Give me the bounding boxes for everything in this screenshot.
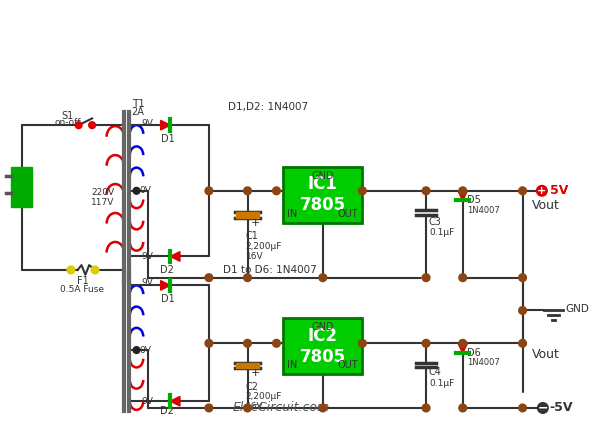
Text: C3: C3 [429,217,442,227]
Text: T1: T1 [132,99,145,109]
Circle shape [422,187,430,195]
Text: 220V: 220V [91,188,114,197]
Circle shape [273,187,280,195]
Circle shape [244,274,251,282]
Text: F1: F1 [77,276,88,285]
Polygon shape [171,396,180,406]
Circle shape [67,266,75,274]
Polygon shape [171,252,180,261]
Text: D6: D6 [467,348,480,358]
Text: 9V: 9V [142,397,153,406]
Circle shape [519,307,526,314]
Text: 1N4007: 1N4007 [467,206,499,215]
Text: +: + [250,368,260,378]
Circle shape [519,404,526,412]
Text: C4: C4 [429,367,442,377]
Text: D1,D2: 1N4007: D1,D2: 1N4007 [228,102,309,112]
Text: C2: C2 [245,382,258,392]
Text: IC1
7805: IC1 7805 [300,175,346,214]
Circle shape [244,340,251,347]
Text: −: − [537,401,548,414]
Text: 16V: 16V [245,402,263,411]
Text: +: + [250,218,260,227]
Circle shape [205,187,213,195]
Circle shape [319,404,327,412]
Text: 0.1μF: 0.1μF [429,379,454,389]
Circle shape [519,274,526,282]
Circle shape [244,404,251,412]
Text: on-off: on-off [55,118,81,127]
Text: 0V: 0V [139,345,151,354]
Text: 1N4007: 1N4007 [467,358,499,367]
Text: 9V: 9V [142,278,153,287]
Text: 2A: 2A [132,106,145,117]
Circle shape [88,122,96,129]
Bar [236,363,259,368]
Text: -5V: -5V [550,401,573,414]
Text: +: + [537,186,546,196]
Text: ElecCircuit.com: ElecCircuit.com [232,401,330,414]
Circle shape [205,404,213,412]
Text: Vout: Vout [532,199,560,212]
Circle shape [359,187,366,195]
Circle shape [359,340,366,347]
Circle shape [133,187,140,194]
Circle shape [91,266,99,274]
Bar [236,212,259,218]
Text: D2: D2 [160,406,174,416]
Circle shape [244,187,251,195]
Text: S1: S1 [62,110,74,121]
FancyBboxPatch shape [283,167,362,223]
Circle shape [519,340,526,347]
Text: 2,200μF: 2,200μF [245,242,282,251]
Text: IC2
7805: IC2 7805 [300,327,346,366]
Text: GND: GND [312,322,334,332]
Text: D1 to D6: 1N4007: D1 to D6: 1N4007 [224,265,317,275]
Text: D2: D2 [160,265,174,275]
Text: GND: GND [565,304,589,314]
Text: 0V: 0V [139,186,151,195]
Text: D1: D1 [160,134,174,144]
Circle shape [459,404,467,412]
Text: D1: D1 [160,294,174,304]
Polygon shape [160,120,171,130]
Circle shape [519,187,526,195]
Circle shape [459,274,467,282]
Circle shape [459,340,467,347]
Text: Vout: Vout [532,348,560,361]
Circle shape [319,274,327,282]
Text: 9V: 9V [142,119,153,128]
Circle shape [205,274,213,282]
FancyBboxPatch shape [283,318,362,374]
Polygon shape [458,343,467,353]
Circle shape [422,274,430,282]
Circle shape [205,340,213,347]
Text: GND: GND [312,170,334,181]
Text: IN: IN [287,360,297,370]
Text: 0.1μF: 0.1μF [429,228,454,237]
Text: 9V: 9V [142,252,153,261]
Text: 5V: 5V [550,184,568,197]
Circle shape [422,340,430,347]
Text: 16V: 16V [245,252,263,261]
Text: D5: D5 [467,196,480,205]
Circle shape [459,187,467,195]
Text: OUT: OUT [338,209,359,219]
Text: C1: C1 [245,231,258,241]
Circle shape [536,185,547,196]
Bar [11,167,32,207]
Text: 0.5A Fuse: 0.5A Fuse [60,285,104,294]
Circle shape [75,122,82,129]
Text: OUT: OUT [338,360,359,370]
Circle shape [133,347,140,354]
Polygon shape [160,281,171,290]
Polygon shape [458,191,467,201]
Circle shape [273,340,280,347]
Circle shape [422,404,430,412]
Circle shape [537,403,548,413]
Text: IN: IN [287,209,297,219]
Text: 117V: 117V [91,198,114,207]
Text: 2,200μF: 2,200μF [245,392,282,401]
